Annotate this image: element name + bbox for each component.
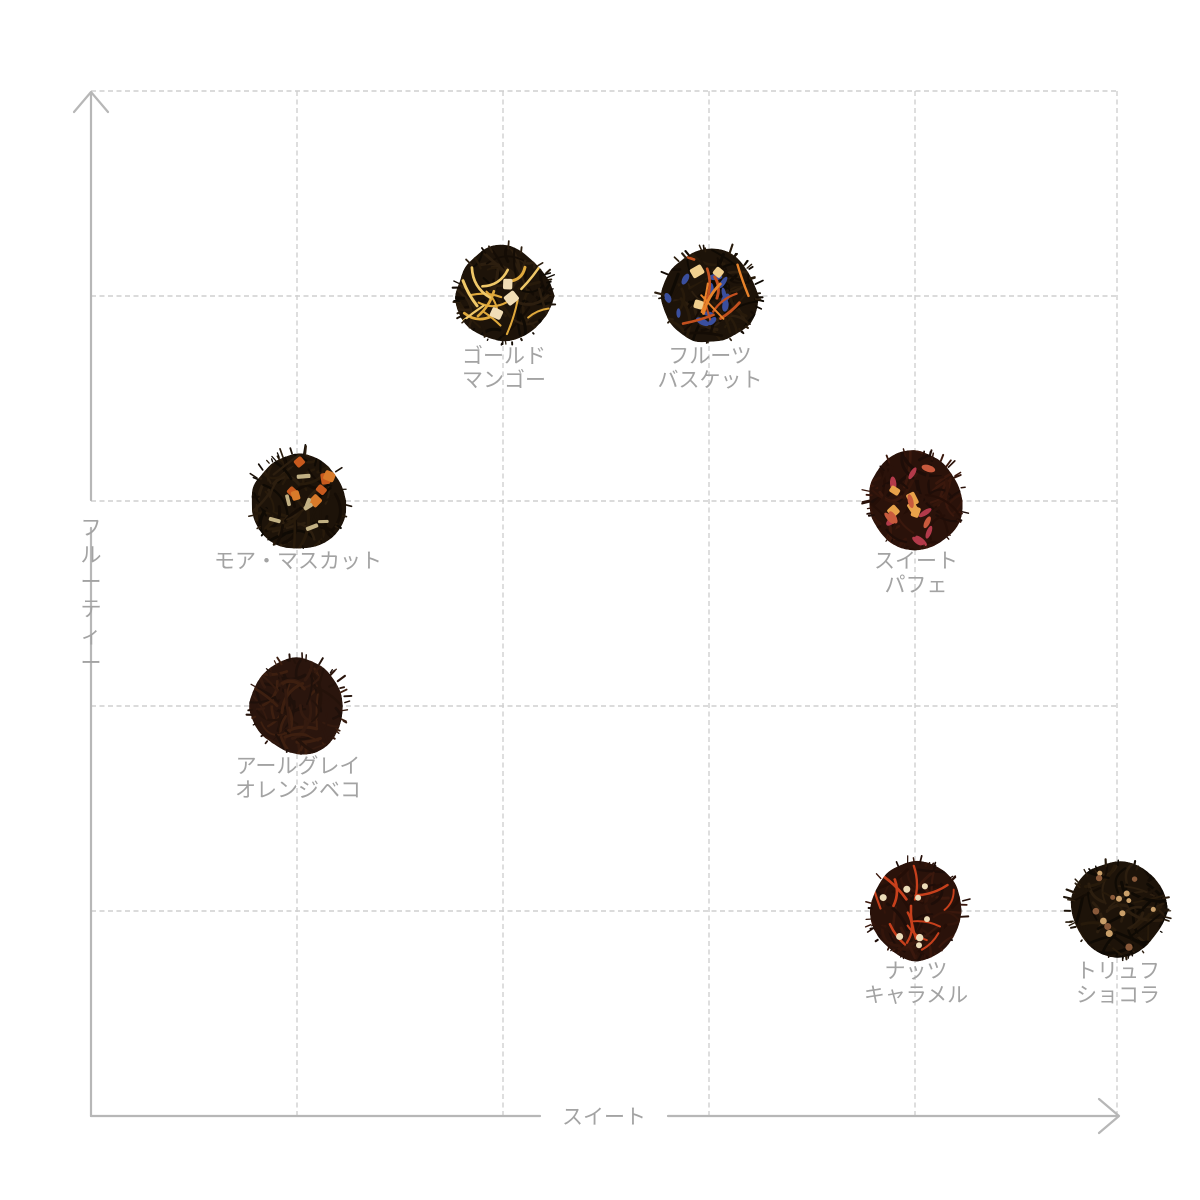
svg-text:キャラメル: キャラメル	[864, 984, 968, 1007]
svg-text:ー: ー	[81, 652, 102, 675]
svg-text:ゴールド: ゴールド	[462, 345, 546, 368]
svg-text:オレンジベコ: オレンジベコ	[235, 779, 361, 802]
svg-text:モア・マスカット: モア・マスカット	[214, 550, 382, 573]
svg-text:テ: テ	[81, 598, 102, 621]
svg-text:バスケット: バスケット	[658, 369, 763, 392]
svg-text:ィ: ィ	[81, 625, 102, 648]
svg-text:トリュフ: トリュフ	[1076, 960, 1160, 983]
svg-text:マンゴー: マンゴー	[462, 369, 546, 392]
svg-text:スイート: スイート	[874, 550, 958, 573]
svg-text:フ: フ	[81, 517, 102, 540]
svg-text:ナッツ: ナッツ	[885, 960, 948, 983]
svg-text:ショコラ: ショコラ	[1076, 984, 1160, 1007]
svg-text:スイート: スイート	[562, 1106, 646, 1129]
svg-text:フルーツ: フルーツ	[668, 345, 752, 368]
svg-text:パフェ: パフェ	[885, 574, 948, 597]
svg-text:ル: ル	[81, 544, 102, 567]
svg-text:アールグレイ: アールグレイ	[236, 755, 361, 778]
svg-text:ー: ー	[81, 571, 102, 594]
